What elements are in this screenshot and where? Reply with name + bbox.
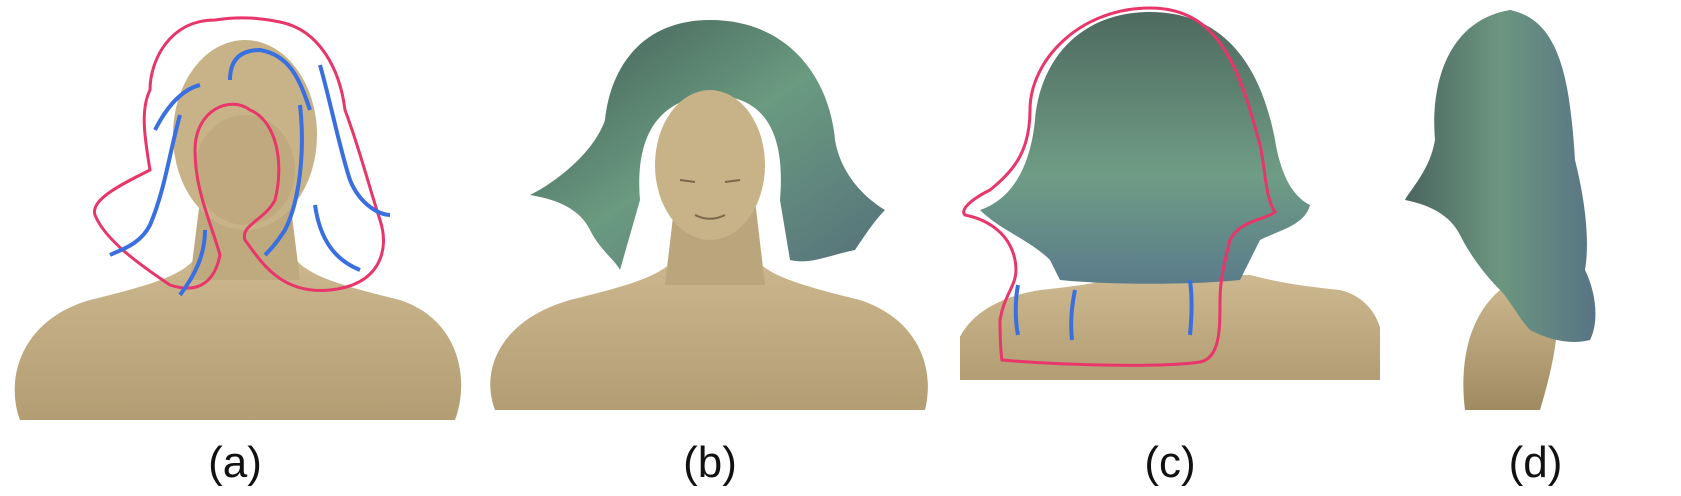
- bust-hair-side-illustration: [1405, 10, 1596, 410]
- caption-d: (d): [1508, 438, 1563, 487]
- hair: [1405, 10, 1596, 342]
- sketch-outline: [962, 6, 1278, 367]
- hair: [980, 12, 1310, 284]
- shoulders: [490, 250, 928, 410]
- panel-c: (c): [960, 0, 1380, 496]
- caption-c: (c): [1144, 438, 1196, 487]
- caption-a: (a): [208, 438, 262, 487]
- sketch-outline: [93, 16, 385, 292]
- bust-hair-front-illustration: [490, 20, 928, 410]
- face: [655, 90, 765, 240]
- panel-d: (d): [1390, 0, 1681, 496]
- caption-b: (b): [683, 438, 737, 487]
- hair: [530, 20, 885, 270]
- shoulders: [14, 250, 462, 420]
- face-shade: [195, 115, 295, 225]
- panel-b: (b): [480, 0, 940, 496]
- shoulders: [960, 275, 1380, 380]
- bust-sketch-illustration: [14, 16, 462, 420]
- panel-a: (a): [0, 0, 470, 496]
- bust-hair-back-illustration: [960, 6, 1380, 380]
